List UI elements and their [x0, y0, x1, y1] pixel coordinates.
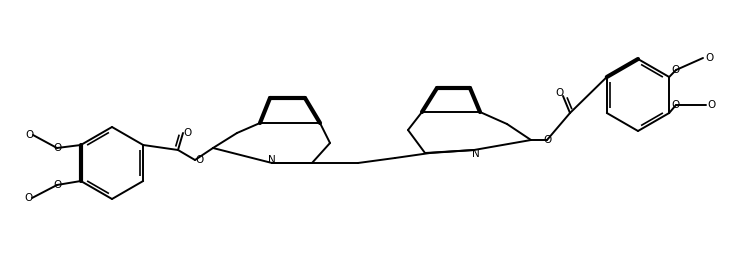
- Text: O: O: [195, 155, 203, 165]
- Text: O: O: [705, 53, 713, 63]
- Text: O: O: [672, 65, 680, 75]
- Text: O: O: [24, 193, 32, 203]
- Text: O: O: [672, 100, 680, 110]
- Text: O: O: [183, 128, 191, 138]
- Text: O: O: [53, 143, 61, 153]
- Text: O: O: [53, 180, 61, 190]
- Text: O: O: [543, 135, 551, 145]
- Text: O: O: [555, 88, 563, 98]
- Text: O: O: [708, 100, 716, 110]
- Text: N: N: [268, 155, 276, 165]
- Text: O: O: [25, 130, 33, 140]
- Text: N: N: [472, 149, 480, 159]
